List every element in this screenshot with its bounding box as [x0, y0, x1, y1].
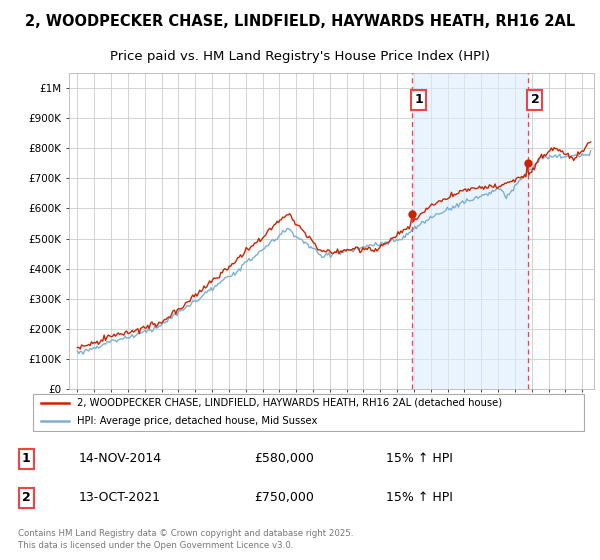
Text: 2: 2 [530, 94, 539, 106]
Text: 13-OCT-2021: 13-OCT-2021 [78, 491, 160, 504]
Text: £750,000: £750,000 [254, 491, 314, 504]
FancyBboxPatch shape [33, 394, 584, 431]
Bar [412, 73, 528, 389]
Text: 14-NOV-2014: 14-NOV-2014 [78, 452, 161, 465]
Text: 2, WOODPECKER CHASE, LINDFIELD, HAYWARDS HEATH, RH16 2AL: 2, WOODPECKER CHASE, LINDFIELD, HAYWARDS… [25, 14, 575, 29]
Text: 1: 1 [414, 94, 423, 106]
Text: 2, WOODPECKER CHASE, LINDFIELD, HAYWARDS HEATH, RH16 2AL (detached house): 2, WOODPECKER CHASE, LINDFIELD, HAYWARDS… [77, 398, 503, 408]
Text: 2: 2 [22, 491, 31, 504]
Text: 15% ↑ HPI: 15% ↑ HPI [386, 491, 453, 504]
Text: 1: 1 [22, 452, 31, 465]
Text: Contains HM Land Registry data © Crown copyright and database right 2025.
This d: Contains HM Land Registry data © Crown c… [18, 529, 353, 550]
Text: £580,000: £580,000 [254, 452, 314, 465]
Text: Price paid vs. HM Land Registry's House Price Index (HPI): Price paid vs. HM Land Registry's House … [110, 50, 490, 63]
Text: HPI: Average price, detached house, Mid Sussex: HPI: Average price, detached house, Mid … [77, 417, 318, 426]
Text: 15% ↑ HPI: 15% ↑ HPI [386, 452, 453, 465]
